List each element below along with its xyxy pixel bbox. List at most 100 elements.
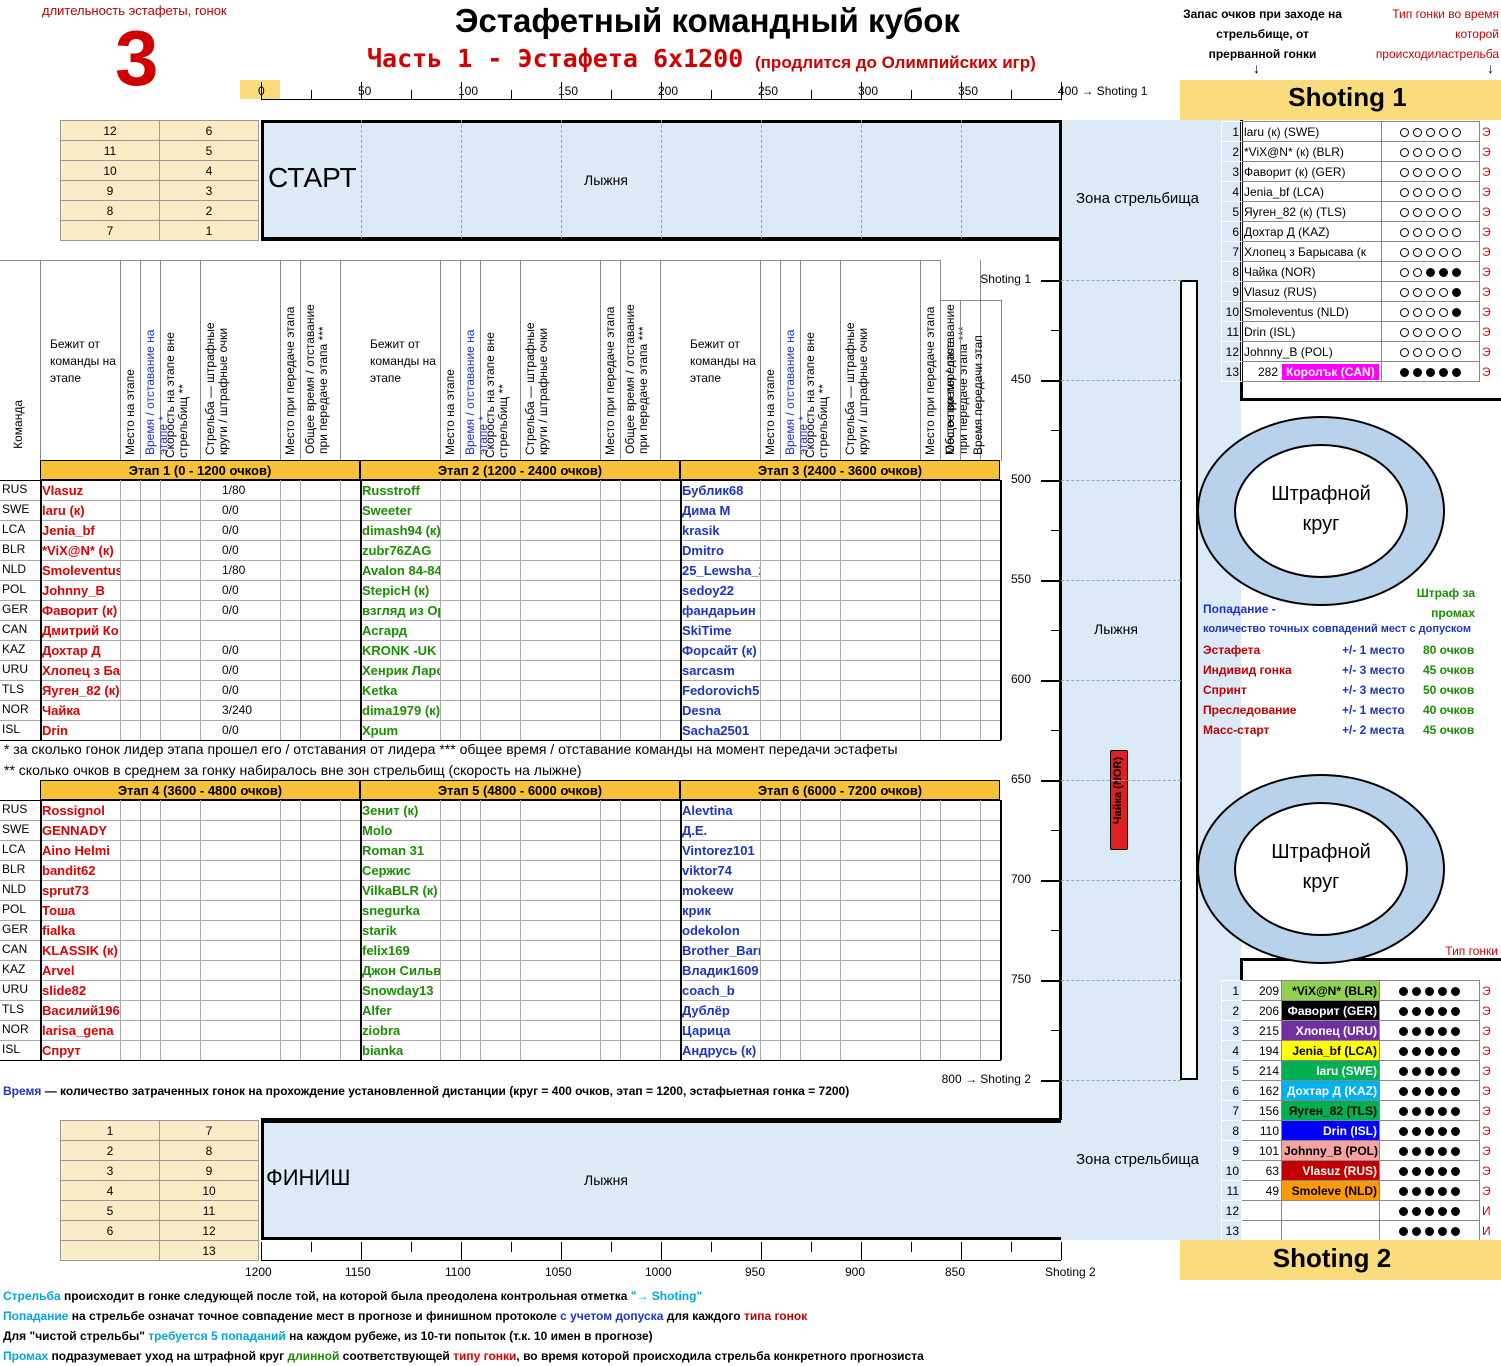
shot-dot-icon (1452, 367, 1461, 377)
ruler-right-minor-tick (1051, 630, 1061, 631)
runner-name: zubr76ZAG (362, 543, 432, 558)
runner-name: Brother_Barr (682, 943, 760, 958)
shot-dot-icon (1452, 347, 1461, 357)
shot-dot-icon (1451, 1206, 1460, 1216)
grid-col-line (360, 800, 362, 1060)
start_grid-cell: 3 (159, 180, 259, 201)
shooting1-row: 3 Фаворит (к) (GER) Э (1221, 161, 1501, 182)
runner-name: sedoy22 (682, 583, 735, 598)
shot-dot-icon (1399, 1226, 1408, 1236)
col-header-place: Место на этапе (443, 300, 457, 455)
track-bottom-inner-border (261, 1118, 1061, 1121)
shot-dot-icon (1425, 1106, 1434, 1116)
ruler-top-label: 100 (458, 84, 479, 98)
ruler-bottom-minor-tick (511, 1242, 512, 1252)
shot-dot-icon (1425, 1006, 1434, 1016)
reserve-arrow: ↓ (1253, 60, 1260, 76)
stage1-shooting-value: 0/0 (222, 583, 239, 597)
shooting1-shots (1381, 321, 1480, 342)
shooting2-rank: 10 (1221, 1160, 1242, 1181)
ruler-top-minor-tick (611, 90, 612, 100)
ruler-bottom-label: 1200 (245, 1265, 272, 1279)
col-header-place: Место на этапе (763, 300, 777, 455)
finish-track (261, 1120, 1061, 1240)
ruler-right-label: 500 (1010, 472, 1031, 486)
grid-col-line (480, 800, 481, 1060)
shot-dot-icon (1400, 347, 1409, 357)
shot-dot-icon (1400, 287, 1409, 297)
grid-col-line (280, 800, 281, 1060)
team-code: TLS (2, 1002, 25, 1016)
duration-caption: длительность эстафеты, гонок (42, 3, 227, 18)
track-dash (1061, 680, 1181, 681)
shot-dot-icon (1400, 267, 1409, 277)
start_grid-cell: 2 (159, 200, 259, 221)
shot-dot-icon (1439, 227, 1448, 237)
col-divider (780, 260, 781, 460)
shot-dot-icon (1400, 167, 1409, 177)
ruler-right-minor-tick (1051, 830, 1061, 831)
shot-dot-icon (1439, 367, 1448, 377)
race-type-name: Масс-старт (1203, 723, 1270, 737)
duration-number: 3 (115, 14, 159, 102)
col-divider (620, 260, 621, 460)
shot-dot-icon (1452, 147, 1461, 157)
start_grid-cell: 10 (60, 160, 160, 181)
shot-dot-icon (1400, 307, 1409, 317)
runner-name: slide82 (42, 983, 87, 998)
runner-name: Тоша (42, 903, 76, 918)
grid-row-line (0, 560, 1001, 561)
grid-col-line (440, 480, 441, 740)
runner-name: Василий196 (42, 1003, 120, 1018)
shot-dot-icon (1439, 147, 1448, 157)
finish-label: ФИНИШ (266, 1165, 351, 1190)
shooting1-rank: 7 (1221, 241, 1242, 262)
runner-name: Д.Е. (682, 823, 708, 838)
start_grid-cell: 1 (159, 220, 259, 241)
grid-col-line (520, 480, 521, 740)
shooting2-name: laru (SWE) (1281, 1060, 1380, 1081)
shot-dot-icon (1439, 187, 1448, 197)
shooting1-rank: 8 (1221, 261, 1242, 282)
ruler-right-label: 450 (1010, 372, 1031, 386)
runner-name: Xpum (362, 723, 399, 738)
shooting1-rank: 1 (1221, 121, 1242, 142)
shot-dot-icon (1412, 1066, 1421, 1076)
race-type-penalty: 45 очков (1423, 663, 1475, 677)
shot-dot-icon (1426, 247, 1435, 257)
runner-name: Дохтар Д (42, 643, 101, 658)
runner-name: Асгард (362, 623, 407, 638)
ruler-top-label: 200 (658, 84, 679, 98)
nor-marker[interactable]: Чайка (NOR) (1110, 750, 1128, 850)
shot-dot-icon (1413, 267, 1422, 277)
race-type-tolerance: +/- 1 место (1342, 703, 1405, 717)
grid-col-line (940, 800, 941, 1060)
shot-dot-icon (1439, 127, 1448, 137)
shooting2-row: 12 И (1221, 1200, 1501, 1221)
shooting2-row: 11 49 Smoleve (NLD) Э (1221, 1180, 1501, 1201)
ruler-right-label: Shoting 1 (980, 272, 1031, 286)
col-header-speed: Скорость на этапе вне стрельбищ ** (483, 288, 514, 458)
shot-dot-icon (1438, 1146, 1447, 1156)
shooting2-row: 1 209 *ViX@N* (BLR) Э (1221, 980, 1501, 1001)
shot-dot-icon (1399, 1186, 1408, 1196)
shot-dot-icon (1451, 986, 1460, 996)
shooting1-shots (1381, 141, 1480, 162)
shot-dot-icon (1438, 1046, 1447, 1056)
shot-dot-icon (1439, 307, 1448, 317)
grid-col-line (280, 480, 281, 740)
ruler-bottom-tick (461, 1242, 462, 1260)
runner-name: Владик1609 (682, 963, 759, 978)
team-code: ISL (2, 1042, 21, 1056)
shooting1-badge: Королък (CAN) (1282, 363, 1379, 380)
runner-name: Alevtina (682, 803, 733, 818)
shooting2-row: 7 156 Яуген_82 (TLS) Э (1221, 1100, 1501, 1121)
grid-col-line (140, 480, 141, 740)
runner-name: Vintorez101 (682, 843, 755, 858)
shot-dot-icon (1439, 327, 1448, 337)
shot-dot-icon (1425, 1126, 1434, 1136)
penalty-title: Штраф за промах (1416, 586, 1475, 620)
grid-col-line (160, 480, 161, 740)
runner-name: sarcasm (682, 663, 735, 678)
